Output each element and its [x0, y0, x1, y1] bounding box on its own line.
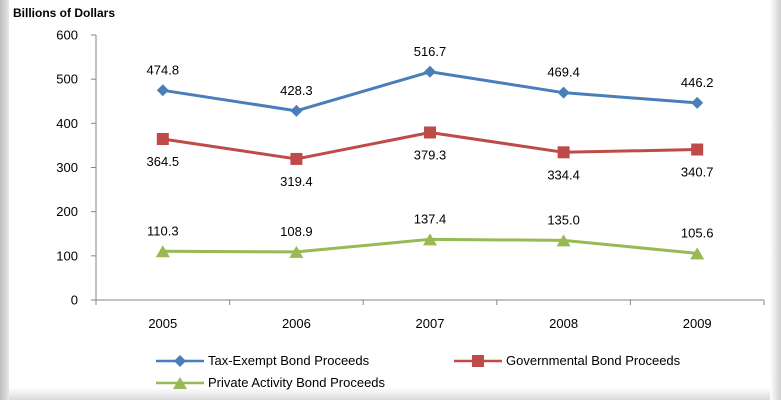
data-label: 319.4 [280, 174, 313, 189]
x-tick-label: 2005 [148, 316, 177, 331]
y-tick-label: 400 [56, 116, 78, 131]
data-point-square [290, 152, 303, 165]
data-label: 334.4 [547, 167, 580, 182]
y-tick-label: 100 [56, 248, 78, 263]
data-point-diamond [557, 86, 570, 99]
y-tick-label: 200 [56, 204, 78, 219]
data-label: 105.6 [681, 225, 714, 240]
data-label: 379.3 [414, 147, 447, 162]
data-point-diamond [156, 84, 169, 97]
y-tick-label: 0 [71, 293, 78, 308]
data-label: 110.3 [147, 223, 179, 238]
data-label: 108.9 [280, 224, 313, 239]
x-tick-label: 2007 [416, 316, 445, 331]
data-label: 364.5 [147, 154, 180, 169]
y-axis-unit-label: Billions of Dollars [13, 6, 116, 20]
x-tick-label: 2006 [282, 316, 311, 331]
data-point-diamond [424, 65, 436, 78]
data-label: 446.2 [681, 75, 714, 90]
right-shadow [770, 0, 781, 400]
data-label: 474.8 [147, 62, 180, 77]
data-label: 469.4 [547, 65, 580, 80]
y-tick-label: 500 [56, 72, 78, 87]
bottom-shadow [9, 388, 770, 400]
data-label: 137.4 [414, 211, 447, 226]
data-point-square [691, 143, 704, 156]
y-tick-label: 600 [56, 28, 78, 43]
data-point-square [156, 133, 169, 146]
data-point-square [424, 126, 436, 139]
data-point-square [557, 146, 570, 159]
data-point-triangle [423, 233, 437, 246]
data-label: 340.7 [681, 165, 714, 180]
data-point-triangle [556, 234, 571, 247]
x-tick-label: 2009 [683, 316, 712, 331]
data-point-triangle [690, 247, 705, 260]
x-tick-label: 2008 [549, 316, 578, 331]
y-tick-label: 300 [56, 160, 78, 175]
left-margin-bar [0, 0, 9, 400]
data-label: 428.3 [280, 83, 313, 98]
data-point-diamond [691, 96, 704, 109]
data-point-triangle [289, 245, 304, 258]
data-label: 135.0 [547, 212, 580, 227]
data-point-diamond [290, 104, 303, 117]
data-point-triangle [155, 245, 170, 258]
data-label: 516.7 [414, 44, 447, 59]
